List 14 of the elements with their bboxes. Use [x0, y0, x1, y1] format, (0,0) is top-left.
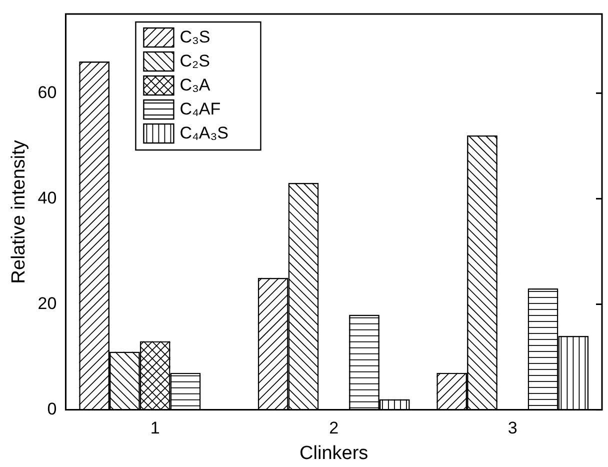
legend-label: C₃A: [180, 76, 211, 95]
legend-label: C₂S: [180, 52, 210, 71]
x-axis-title: Clinkers: [300, 442, 368, 464]
legend-label: C₄A₃S: [180, 124, 229, 143]
y-tick-label: 20: [38, 294, 57, 313]
y-tick-label: 60: [38, 82, 57, 102]
y-axis-title: Relative intensity: [8, 140, 30, 284]
x-tick-label: 1: [150, 418, 160, 438]
y-tick-label: 0: [47, 399, 57, 418]
legend-label: C₃S: [180, 28, 210, 47]
x-tick-label: 3: [508, 418, 518, 438]
x-tick-label: 2: [329, 418, 339, 438]
y-tick-label: 40: [38, 188, 57, 208]
legend-label: C₄AF: [180, 100, 221, 119]
